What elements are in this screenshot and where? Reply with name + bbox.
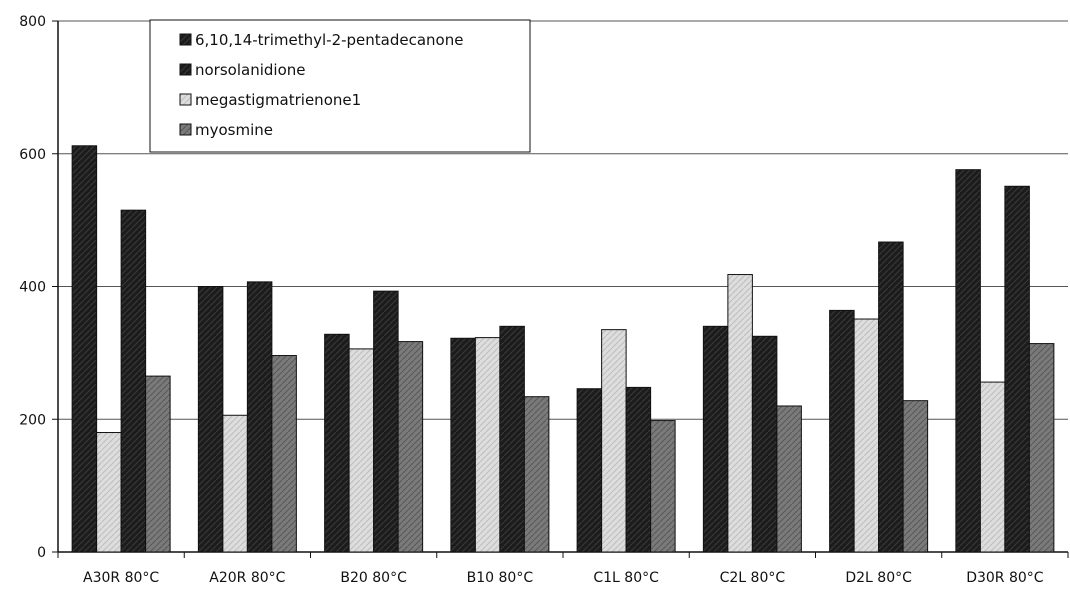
- bar-6-10-14-trimethyl-2-pentadecanone-7: [956, 170, 981, 552]
- legend-swatch: [180, 94, 191, 105]
- x-axis-labels: A30R 80°C A20R 80°C B20 80°C B10 80°C C1L 80…: [83, 570, 1044, 586]
- x-category-label: A20R 80°C: [209, 570, 285, 586]
- bar-norsolanidione-4: [626, 387, 651, 552]
- bar-norsolanidione-5: [752, 336, 777, 552]
- y-tick-label: 200: [19, 412, 46, 428]
- bar-megastigmatrienone1-0: [97, 433, 122, 552]
- x-category-label: C2L 80°C: [720, 570, 786, 586]
- x-category-label: D2L 80°C: [845, 570, 912, 586]
- legend-label: myosmine: [195, 121, 273, 139]
- legend-swatch: [180, 64, 191, 75]
- bar-6-10-14-trimethyl-2-pentadecanone-4: [577, 389, 602, 552]
- y-axis-labels: 0 200 400 600 800: [19, 14, 46, 561]
- bar-norsolanidione-6: [879, 242, 904, 552]
- legend-swatch: [180, 34, 191, 45]
- bar-myosmine-6: [903, 401, 928, 552]
- x-category-label: D30R 80°C: [966, 570, 1044, 586]
- bar-6-10-14-trimethyl-2-pentadecanone-3: [451, 338, 476, 552]
- legend-label: megastigmatrienone1: [195, 91, 361, 109]
- x-category-label: B10 80°C: [467, 570, 534, 586]
- y-tick-label: 400: [19, 280, 46, 296]
- x-category-label: A30R 80°C: [83, 570, 159, 586]
- bar-norsolanidione-1: [247, 282, 272, 552]
- bar-myosmine-7: [1029, 344, 1054, 552]
- bar-myosmine-0: [146, 376, 171, 552]
- bar-myosmine-1: [272, 356, 297, 552]
- bar-6-10-14-trimethyl-2-pentadecanone-0: [72, 146, 97, 552]
- x-category-label: B20 80°C: [340, 570, 407, 586]
- bar-megastigmatrienone1-3: [475, 338, 500, 552]
- x-category-label: C1L 80°C: [593, 570, 659, 586]
- bar-6-10-14-trimethyl-2-pentadecanone-6: [830, 310, 855, 552]
- y-tick-label: 800: [19, 14, 46, 30]
- legend: 6,10,14-trimethyl-2-pentadecanone norsola…: [150, 20, 530, 152]
- y-tick-label: 0: [37, 545, 46, 561]
- bar-6-10-14-trimethyl-2-pentadecanone-2: [325, 334, 350, 552]
- bar-norsolanidione-0: [121, 210, 146, 552]
- y-tick-label: 600: [19, 147, 46, 163]
- bar-norsolanidione-7: [1005, 186, 1030, 552]
- bar-myosmine-3: [524, 397, 549, 552]
- bar-megastigmatrienone1-4: [602, 330, 627, 552]
- bar-myosmine-2: [398, 342, 423, 552]
- bars-layer: [72, 146, 1054, 552]
- bar-6-10-14-trimethyl-2-pentadecanone-1: [198, 287, 223, 553]
- bar-megastigmatrienone1-6: [854, 319, 879, 552]
- bar-norsolanidione-2: [374, 291, 399, 552]
- bar-6-10-14-trimethyl-2-pentadecanone-5: [703, 326, 728, 552]
- bar-norsolanidione-3: [500, 326, 525, 552]
- bar-myosmine-4: [651, 421, 676, 552]
- bar-megastigmatrienone1-5: [728, 275, 753, 552]
- legend-label: 6,10,14-trimethyl-2-pentadecanone: [195, 31, 463, 49]
- bar-megastigmatrienone1-1: [223, 415, 248, 552]
- legend-label: norsolanidione: [195, 61, 305, 79]
- bar-myosmine-5: [777, 406, 802, 552]
- bar-megastigmatrienone1-7: [980, 382, 1005, 552]
- bar-megastigmatrienone1-2: [349, 349, 374, 552]
- legend-swatch: [180, 124, 191, 135]
